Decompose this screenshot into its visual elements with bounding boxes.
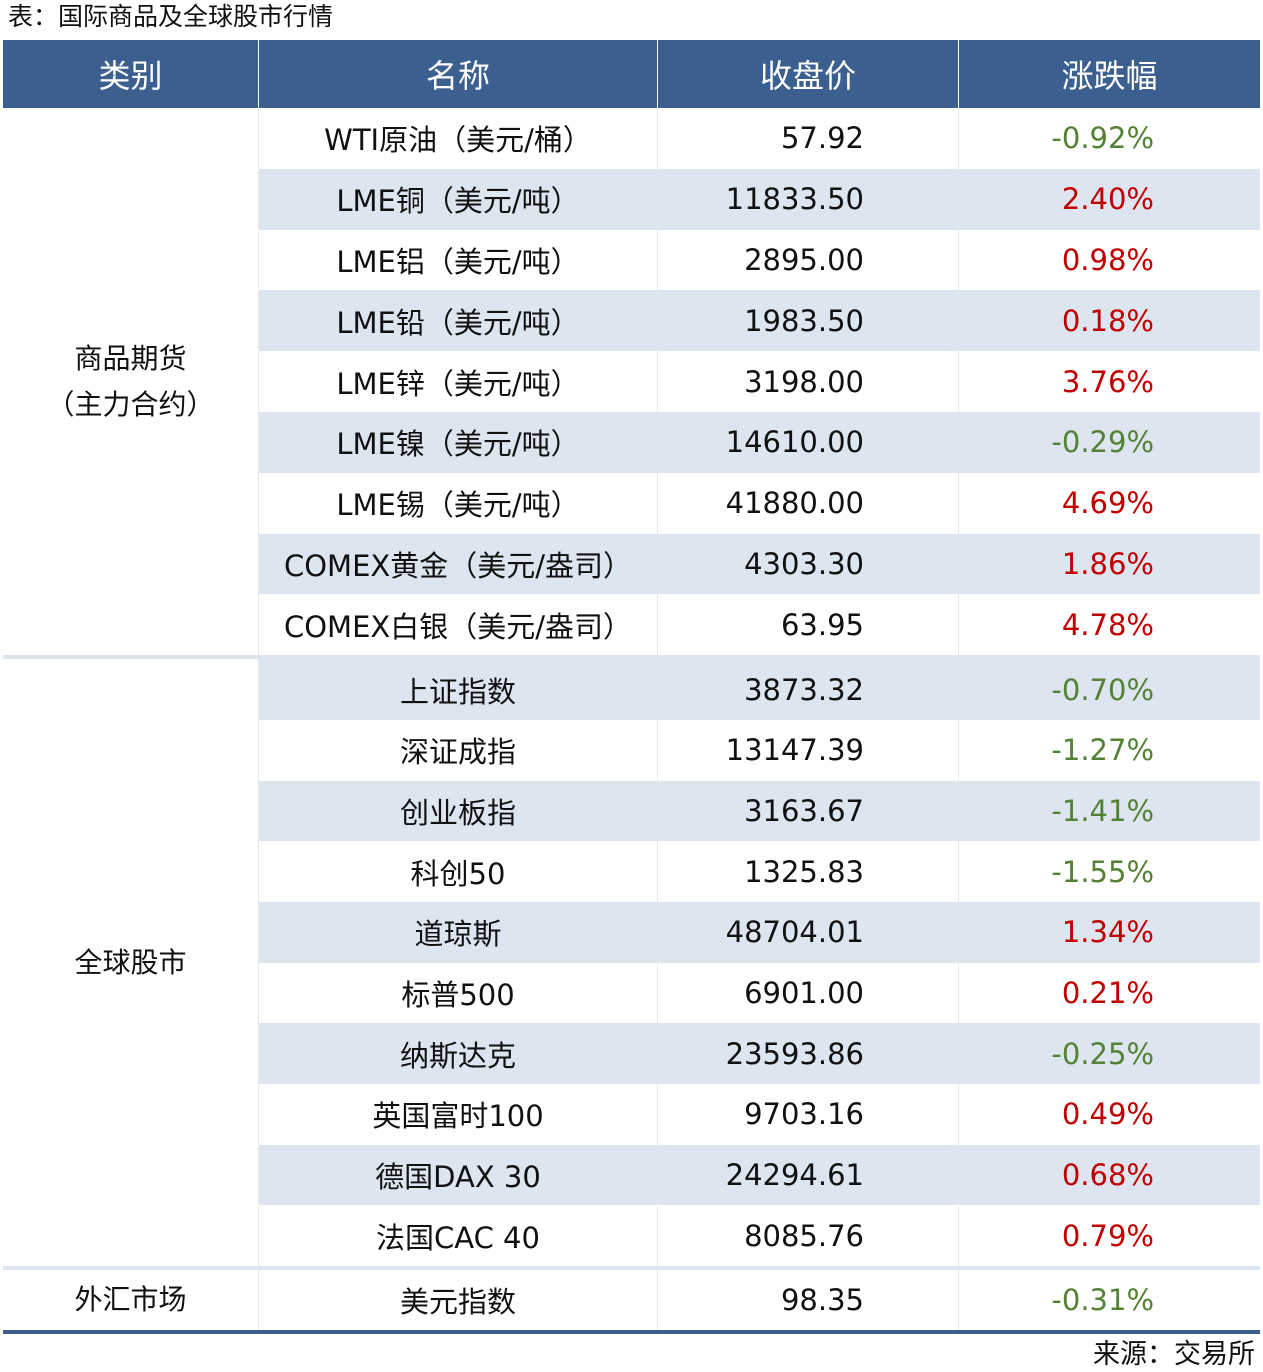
- close-price: 9703.16: [657, 1084, 958, 1145]
- item-name: 深证成指: [258, 719, 657, 781]
- change-pct: 4.78%: [958, 594, 1260, 656]
- change-pct: -1.55%: [958, 841, 1260, 902]
- item-name: 纳斯达克: [258, 1023, 657, 1085]
- row-shade: [258, 290, 1260, 352]
- close-price: 13147.39: [657, 719, 958, 781]
- close-price: 8085.76: [657, 1205, 958, 1267]
- item-name: COMEX白银（美元/盎司）: [258, 594, 657, 656]
- change-pct: 1.86%: [958, 533, 1260, 595]
- close-price: 2895.00: [657, 229, 958, 291]
- row-shade: [258, 168, 1260, 230]
- category-cell: 全球股市: [3, 659, 258, 1266]
- change-pct: -0.25%: [958, 1023, 1260, 1085]
- item-name: 英国富时100: [258, 1084, 657, 1145]
- category-line: 商品期货: [74, 341, 187, 375]
- change-pct: -1.27%: [958, 719, 1260, 781]
- item-name: LME铅（美元/吨）: [258, 290, 657, 352]
- group-separator: [3, 655, 1260, 660]
- close-price: 1325.83: [657, 841, 958, 902]
- row-shade: [258, 1144, 1260, 1206]
- header-bar: [3, 40, 1260, 108]
- change-pct: 0.68%: [958, 1144, 1260, 1206]
- table-title: 表：国际商品及全球股市行情: [8, 2, 334, 31]
- close-price: 41880.00: [657, 472, 958, 534]
- close-price: 3163.67: [657, 780, 958, 842]
- row-shade: [258, 659, 1260, 720]
- change-pct: 4.69%: [958, 472, 1260, 534]
- item-name: COMEX黄金（美元/盎司）: [258, 533, 657, 595]
- close-price: 63.95: [657, 594, 958, 656]
- close-price: 4303.30: [657, 533, 958, 595]
- header-cell: 名称: [258, 40, 657, 108]
- close-price: 48704.01: [657, 902, 958, 963]
- change-pct: 1.34%: [958, 902, 1260, 963]
- item-name: LME镍（美元/吨）: [258, 412, 657, 473]
- item-name: LME锌（美元/吨）: [258, 351, 657, 412]
- category-line: （主力合约）: [46, 387, 215, 421]
- category-cell: 商品期货 （主力合约）: [3, 108, 258, 655]
- item-name: 上证指数: [258, 659, 657, 720]
- close-price: 98.35: [657, 1270, 958, 1331]
- change-pct: -0.31%: [958, 1270, 1260, 1331]
- header-cell: 类别: [98, 57, 163, 95]
- change-pct: 0.21%: [958, 962, 1260, 1024]
- close-price: 11833.50: [657, 168, 958, 230]
- category-line: 全球股市: [74, 945, 187, 979]
- header-cell: 收盘价: [657, 40, 958, 108]
- change-pct: 0.79%: [958, 1205, 1260, 1267]
- group-separator: [3, 1266, 1260, 1271]
- row-shade: [258, 412, 1260, 473]
- item-name: 法国CAC 40: [258, 1205, 657, 1267]
- item-name: WTI原油（美元/桶）: [258, 108, 657, 169]
- item-name: 道琼斯: [258, 902, 657, 963]
- header-cell: 涨跌幅: [958, 40, 1260, 108]
- change-pct: 0.98%: [958, 229, 1260, 291]
- change-pct: -1.41%: [958, 780, 1260, 842]
- item-name: 美元指数: [258, 1270, 657, 1331]
- close-price: 14610.00: [657, 412, 958, 473]
- row-shade: [258, 533, 1260, 595]
- change-pct: 3.76%: [958, 351, 1260, 412]
- row-shade: [258, 1023, 1260, 1085]
- row-shade: [258, 780, 1260, 842]
- item-name: 标普500: [258, 962, 657, 1024]
- category-cell: 外汇市场: [3, 1270, 258, 1330]
- close-price: 3198.00: [657, 351, 958, 412]
- item-name: 科创50: [258, 841, 657, 902]
- change-pct: -0.92%: [958, 108, 1260, 169]
- close-price: 57.92: [657, 108, 958, 169]
- row-shade: [258, 902, 1260, 963]
- item-name: LME锡（美元/吨）: [258, 472, 657, 534]
- item-name: 创业板指: [258, 780, 657, 842]
- close-price: 24294.61: [657, 1144, 958, 1206]
- change-pct: 2.40%: [958, 168, 1260, 230]
- item-name: 德国DAX 30: [258, 1144, 657, 1206]
- change-pct: 0.49%: [958, 1084, 1260, 1145]
- category-line: 外汇市场: [74, 1283, 187, 1317]
- close-price: 3873.32: [657, 659, 958, 720]
- change-pct: 0.18%: [958, 290, 1260, 352]
- item-name: LME铜（美元/吨）: [258, 168, 657, 230]
- item-name: LME铝（美元/吨）: [258, 229, 657, 291]
- close-price: 6901.00: [657, 962, 958, 1024]
- change-pct: -0.29%: [958, 412, 1260, 473]
- close-price: 1983.50: [657, 290, 958, 352]
- change-pct: -0.70%: [958, 659, 1260, 720]
- bottom-rule: [3, 1330, 1260, 1335]
- close-price: 23593.86: [657, 1023, 958, 1085]
- source-note: 来源：交易所: [1093, 1339, 1255, 1370]
